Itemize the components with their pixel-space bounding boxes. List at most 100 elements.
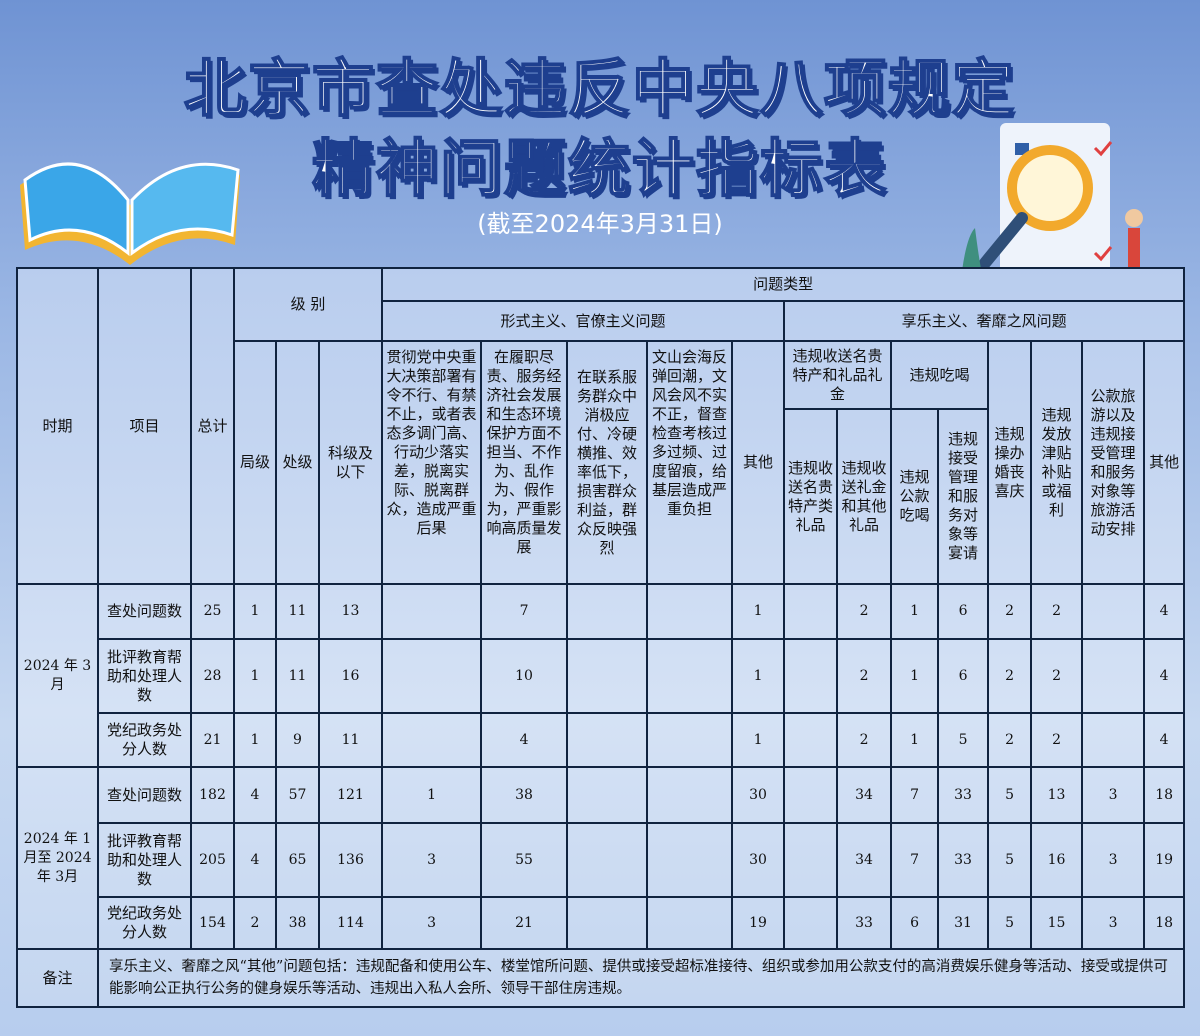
value-cell: 2: [836, 712, 893, 768]
header-allowance: 违规发放津贴补贴或福利: [1030, 340, 1084, 585]
header-gifts-1: 违规收送名贵特产类礼品: [783, 408, 839, 585]
value-cell: 6: [937, 583, 990, 640]
value-cell: 4: [233, 766, 277, 824]
table-row: 2024 年 3月 查处问题数 25 1 11 13 7 1 2 1 6 2 2 4: [16, 583, 1186, 768]
value-cell: 38: [480, 766, 569, 824]
value-cell: [381, 712, 483, 768]
value-cell: 2: [987, 712, 1033, 768]
value-cell: 114: [317, 896, 384, 950]
value-cell: 4: [1143, 712, 1186, 768]
value-cell: [566, 822, 649, 898]
value-cell: 2: [836, 638, 893, 714]
value-cell: [646, 766, 734, 824]
value-cell: 30: [731, 822, 786, 898]
value-cell: [783, 896, 839, 950]
value-cell: 19: [1143, 822, 1186, 898]
value-cell: 5: [987, 822, 1033, 898]
table-row: 党纪政务处分人数 21 1 9 11 4 1 2 1 5 2 2 4: [17, 712, 1186, 768]
value-cell: 154: [190, 896, 235, 950]
value-cell: 1: [731, 638, 786, 714]
value-cell: [783, 822, 839, 898]
value-cell: [566, 638, 649, 714]
value-cell: 2: [1030, 583, 1084, 640]
header-formalism-1: 贯彻党中央重大决策部署有令不行、有禁不止，或者表态多调门高、行动少落实差，脱离实…: [381, 340, 483, 585]
header-dining-2: 违规接受管理和服务对象等宴请: [937, 408, 990, 585]
value-cell: 9: [275, 712, 320, 768]
value-cell: [566, 583, 649, 640]
value-cell: 1: [381, 766, 483, 824]
value-cell: 34: [836, 822, 893, 898]
header-gifts: 违规收送名贵特产和礼品礼金: [783, 340, 893, 410]
value-cell: [783, 766, 839, 824]
table-row: 批评教育帮助和处理人数 205 4 65 136 3 55 30 34 7 33 5 16 3 19: [17, 822, 1186, 898]
header-formalism-other: 其他: [731, 340, 786, 585]
subtitle: (截至2024年3月31日): [477, 210, 723, 238]
value-cell: 1: [233, 583, 277, 640]
value-cell: [566, 766, 649, 824]
item-cell: 党纪政务处分人数: [97, 896, 192, 950]
value-cell: 33: [836, 896, 893, 950]
title-line-1: 北京市查处违反中央八项规定: [183, 51, 1016, 126]
item-cell: 查处问题数: [97, 583, 192, 640]
value-cell: 57: [275, 766, 320, 824]
note-label: 备注: [16, 948, 99, 1008]
value-cell: [783, 712, 839, 768]
value-cell: 11: [275, 583, 320, 640]
value-cell: 4: [233, 822, 277, 898]
value-cell: 16: [317, 638, 384, 714]
value-cell: 4: [1143, 638, 1186, 714]
value-cell: 7: [480, 583, 569, 640]
value-cell: 28: [190, 638, 235, 714]
value-cell: 13: [1030, 766, 1084, 824]
value-cell: 2: [987, 583, 1033, 640]
table-row: 2024 年 1月至 2024 年 3月 查处问题数 182 4 57 121 1 38 30 3…: [16, 766, 1186, 950]
value-cell: 2: [1030, 638, 1084, 714]
header-total: 总计: [190, 267, 235, 585]
value-cell: 2: [1030, 712, 1084, 768]
value-cell: [381, 583, 483, 640]
header-formalism-3: 在联系服务群众中消极应付、冷硬横推、效率低下，损害群众利益，群众反映强烈: [566, 340, 649, 585]
header-hedonism: 享乐主义、奢靡之风问题: [783, 300, 1186, 342]
period-cell: 2024 年 3月: [16, 583, 99, 768]
value-cell: [646, 583, 734, 640]
header-formalism-4: 文山会海反弹回潮，文风会风不实不正，督查检查考核过多过频、过度留痕，给基层造成严…: [646, 340, 734, 585]
value-cell: 18: [1143, 766, 1186, 824]
value-cell: 2: [233, 896, 277, 950]
value-cell: 21: [190, 712, 235, 768]
header-dining: 违规吃喝: [890, 340, 990, 410]
header-hedonism-other: 其他: [1143, 340, 1186, 585]
header-level: 级 别: [232, 267, 384, 342]
table-row: 党纪政务处分人数 154 2 38 114 3 21 19 33 6 31 5 15 3 18: [17, 896, 1186, 950]
header-bureau: 局级: [233, 340, 277, 585]
value-cell: 5: [987, 766, 1033, 824]
header-formalism-2: 在履职尽责、服务经济社会发展和生态环境保护方面不担当、不作为、乱作为、假作为，严…: [480, 340, 569, 585]
value-cell: 5: [937, 712, 990, 768]
magnifier-document-icon: [960, 123, 1143, 288]
value-cell: 3: [1081, 822, 1146, 898]
value-cell: 121: [317, 766, 384, 824]
item-cell: 批评教育帮助和处理人数: [97, 638, 192, 714]
value-cell: [1081, 638, 1146, 714]
title-line-2: 精神问题统计指标表: [311, 131, 888, 206]
value-cell: 3: [1081, 766, 1146, 824]
value-cell: 3: [1081, 896, 1146, 950]
value-cell: 25: [190, 583, 235, 640]
value-cell: 1: [890, 712, 940, 768]
value-cell: 6: [937, 638, 990, 714]
value-cell: 11: [275, 638, 320, 714]
value-cell: [566, 896, 649, 950]
value-cell: 1: [890, 638, 940, 714]
header-period: 时期: [16, 267, 99, 585]
item-cell: 查处问题数: [97, 766, 192, 824]
value-cell: 1: [731, 583, 786, 640]
header-item: 项目: [97, 267, 192, 585]
value-cell: [783, 638, 839, 714]
value-cell: [1081, 583, 1146, 640]
value-cell: 136: [317, 822, 384, 898]
open-book-icon: [20, 162, 240, 265]
value-cell: 19: [731, 896, 786, 950]
header-dining-1: 违规公款吃喝: [890, 408, 940, 585]
value-cell: 11: [317, 712, 384, 768]
value-cell: 7: [890, 822, 940, 898]
value-cell: 31: [937, 896, 990, 950]
